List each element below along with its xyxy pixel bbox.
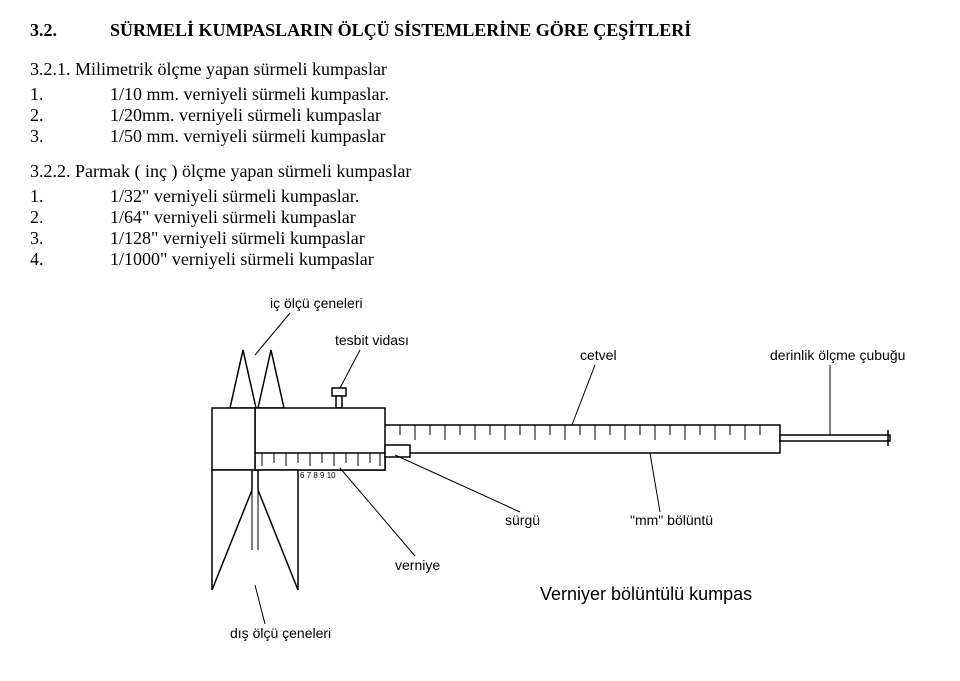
list-item-number: 1. xyxy=(30,186,110,207)
label-derinlik: derinlik ölçme çubuğu xyxy=(770,347,905,363)
label-tesbit: tesbit vidası xyxy=(335,332,409,348)
inner-jaw-fixed xyxy=(230,350,256,408)
inner-jaw-moving xyxy=(258,350,284,408)
list-item: 1.1/32" verniyeli sürmeli kumpaslar. xyxy=(30,186,930,207)
outer-jaw-fixed xyxy=(212,470,252,590)
list-item-number: 4. xyxy=(30,249,110,270)
list-item-text: 1/128" verniyeli sürmeli kumpaslar xyxy=(110,228,365,249)
list-item: 3.1/50 mm. verniyeli sürmeli kumpaslar xyxy=(30,126,930,147)
list-item: 4.1/1000" verniyeli sürmeli kumpaslar xyxy=(30,249,930,270)
list-item-text: 1/50 mm. verniyeli sürmeli kumpaslar xyxy=(110,126,385,147)
outer-jaw-moving xyxy=(258,470,298,590)
label-surgu: sürgü xyxy=(505,512,540,528)
label-verniye: verniye xyxy=(395,557,440,573)
lock-screw-stem xyxy=(336,396,342,408)
lock-screw-head xyxy=(332,388,346,396)
list-1: 1.1/10 mm. verniyeli sürmeli kumpaslar. … xyxy=(30,84,930,147)
list-item: 3.1/128" verniyeli sürmeli kumpaslar xyxy=(30,228,930,249)
list-item-text: 1/32" verniyeli sürmeli kumpaslar. xyxy=(110,186,359,207)
list-item-number: 2. xyxy=(30,207,110,228)
list-item: 1.1/10 mm. verniyeli sürmeli kumpaslar. xyxy=(30,84,930,105)
subsection-1-title: 3.2.1. Milimetrik ölçme yapan sürmeli ku… xyxy=(30,59,930,80)
fixed-jaw-block xyxy=(212,408,255,470)
heading-title: SÜRMELİ KUMPASLARIN ÖLÇÜ SİSTEMLERİNE GÖ… xyxy=(110,20,691,40)
heading-number: 3.2. xyxy=(30,20,110,41)
section-heading: 3.2.SÜRMELİ KUMPASLARIN ÖLÇÜ SİSTEMLERİN… xyxy=(30,20,930,41)
list-item-text: 1/64" verniyeli sürmeli kumpaslar xyxy=(110,207,356,228)
label-cetvel: cetvel xyxy=(580,347,617,363)
list-item-number: 3. xyxy=(30,126,110,147)
caliper-diagram: iç ölçü çeneleri tesbit vidası cetvel de… xyxy=(150,290,930,650)
label-dis-olcu: dış ölçü çeneleri xyxy=(230,625,331,641)
list-item: 2.1/20mm. verniyeli sürmeli kumpaslar xyxy=(30,105,930,126)
diagram-caption: Verniyer bölüntülü kumpas xyxy=(540,584,752,604)
subsection-2-title: 3.2.2. Parmak ( inç ) ölçme yapan sürmel… xyxy=(30,161,930,182)
list-item-text: 1/20mm. verniyeli sürmeli kumpaslar xyxy=(110,105,381,126)
list-item: 2.1/64" verniyeli sürmeli kumpaslar xyxy=(30,207,930,228)
list-item-number: 3. xyxy=(30,228,110,249)
list-item-text: 1/10 mm. verniyeli sürmeli kumpaslar. xyxy=(110,84,389,105)
list-2: 1.1/32" verniyeli sürmeli kumpaslar. 2.1… xyxy=(30,186,930,270)
list-item-number: 1. xyxy=(30,84,110,105)
thumb-push xyxy=(385,445,410,457)
list-item-text: 1/1000" verniyeli sürmeli kumpaslar xyxy=(110,249,374,270)
list-item-number: 2. xyxy=(30,105,110,126)
label-mm: "mm" bölüntü xyxy=(630,512,713,528)
depth-rod xyxy=(780,435,890,441)
label-ic-olcu: iç ölçü çeneleri xyxy=(270,295,363,311)
